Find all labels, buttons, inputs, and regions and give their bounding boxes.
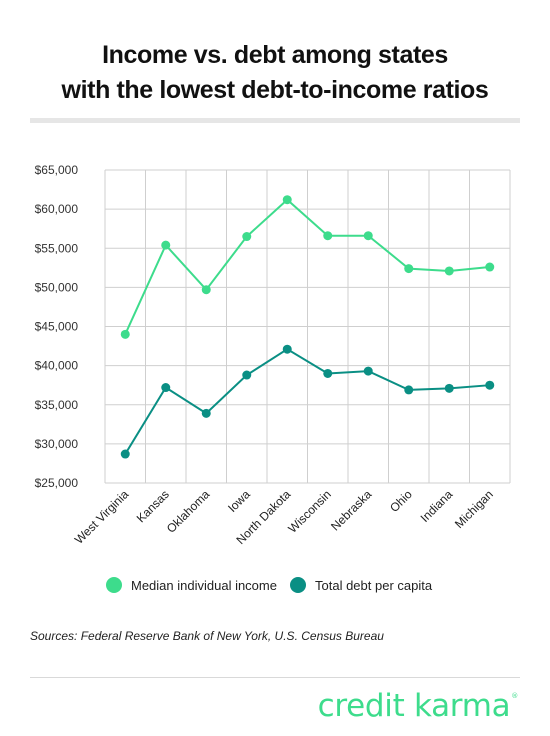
y-tick-label: $40,000 [35, 359, 79, 373]
series-line-income [124, 198, 490, 335]
chart-legend: Median individual income Total debt per … [0, 577, 550, 597]
line-chart: $25,000 $30,000 $35,000 $40,000 $45,000 $50,0… [35, 163, 511, 547]
data-point-debt [120, 449, 130, 459]
legend-debt-label: Total debt per capita [315, 577, 433, 593]
x-tick-label: Nebraska [328, 487, 374, 533]
legend-income-swatch [106, 577, 122, 593]
chart-title-line-1: Income vs. debt among states [102, 41, 448, 69]
y-tick-label: $30,000 [35, 437, 79, 451]
x-tick-label: Oklahoma [164, 487, 213, 536]
y-tick-label: $65,000 [35, 163, 79, 177]
data-point-income [444, 266, 454, 276]
y-tick-label: $50,000 [35, 280, 79, 294]
title-divider [30, 118, 520, 123]
legend-item-income: Median individual income [106, 577, 277, 593]
data-point-income [242, 232, 252, 242]
brand-name: credit karma [317, 688, 511, 724]
x-tick-label: Wisconsin [285, 487, 334, 536]
data-point-income [201, 285, 211, 295]
data-point-income [120, 329, 130, 339]
data-point-debt [201, 408, 211, 418]
series-line-debt [124, 348, 490, 455]
y-tick-label: $60,000 [35, 202, 79, 216]
chart-title-line-2: with the lowest debt-to-income ratios [61, 76, 489, 104]
legend-income-label: Median individual income [131, 577, 277, 593]
x-tick-label: West Virginia [72, 487, 132, 547]
x-tick-label: Kansas [134, 487, 172, 525]
x-tick-label: Indiana [418, 487, 456, 525]
x-tick-label: Ohio [387, 487, 415, 515]
brand-logo: credit karma® [317, 688, 519, 724]
data-point-debt [282, 344, 292, 354]
data-point-debt [161, 383, 171, 393]
data-point-income [363, 231, 373, 241]
x-tick-label: Michigan [452, 487, 496, 531]
data-point-income [485, 262, 495, 272]
y-tick-label: $25,000 [35, 476, 79, 490]
y-tick-label: $55,000 [35, 241, 79, 255]
data-point-income [161, 240, 171, 250]
data-point-debt [363, 366, 373, 376]
x-tick-label: Iowa [225, 487, 253, 515]
legend-debt-swatch [290, 577, 306, 593]
brand-trademark: ® [511, 692, 518, 700]
legend-item-debt: Total debt per capita [290, 577, 432, 593]
y-tick-label: $45,000 [35, 320, 79, 334]
sources-note: Sources: Federal Reserve Bank of New Yor… [30, 629, 384, 643]
data-point-debt [404, 385, 414, 395]
data-point-debt [242, 370, 252, 380]
y-tick-label: $35,000 [35, 398, 79, 412]
footer-divider [30, 677, 520, 678]
data-point-income [404, 264, 414, 274]
data-point-debt [323, 368, 333, 378]
data-point-debt [485, 380, 495, 390]
data-point-income [282, 195, 292, 205]
data-point-income [323, 231, 333, 241]
chart-title: Income vs. debt among states with the lo… [0, 38, 550, 108]
data-point-debt [444, 383, 454, 393]
